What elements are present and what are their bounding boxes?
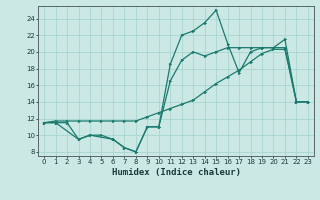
X-axis label: Humidex (Indice chaleur): Humidex (Indice chaleur) (111, 168, 241, 177)
